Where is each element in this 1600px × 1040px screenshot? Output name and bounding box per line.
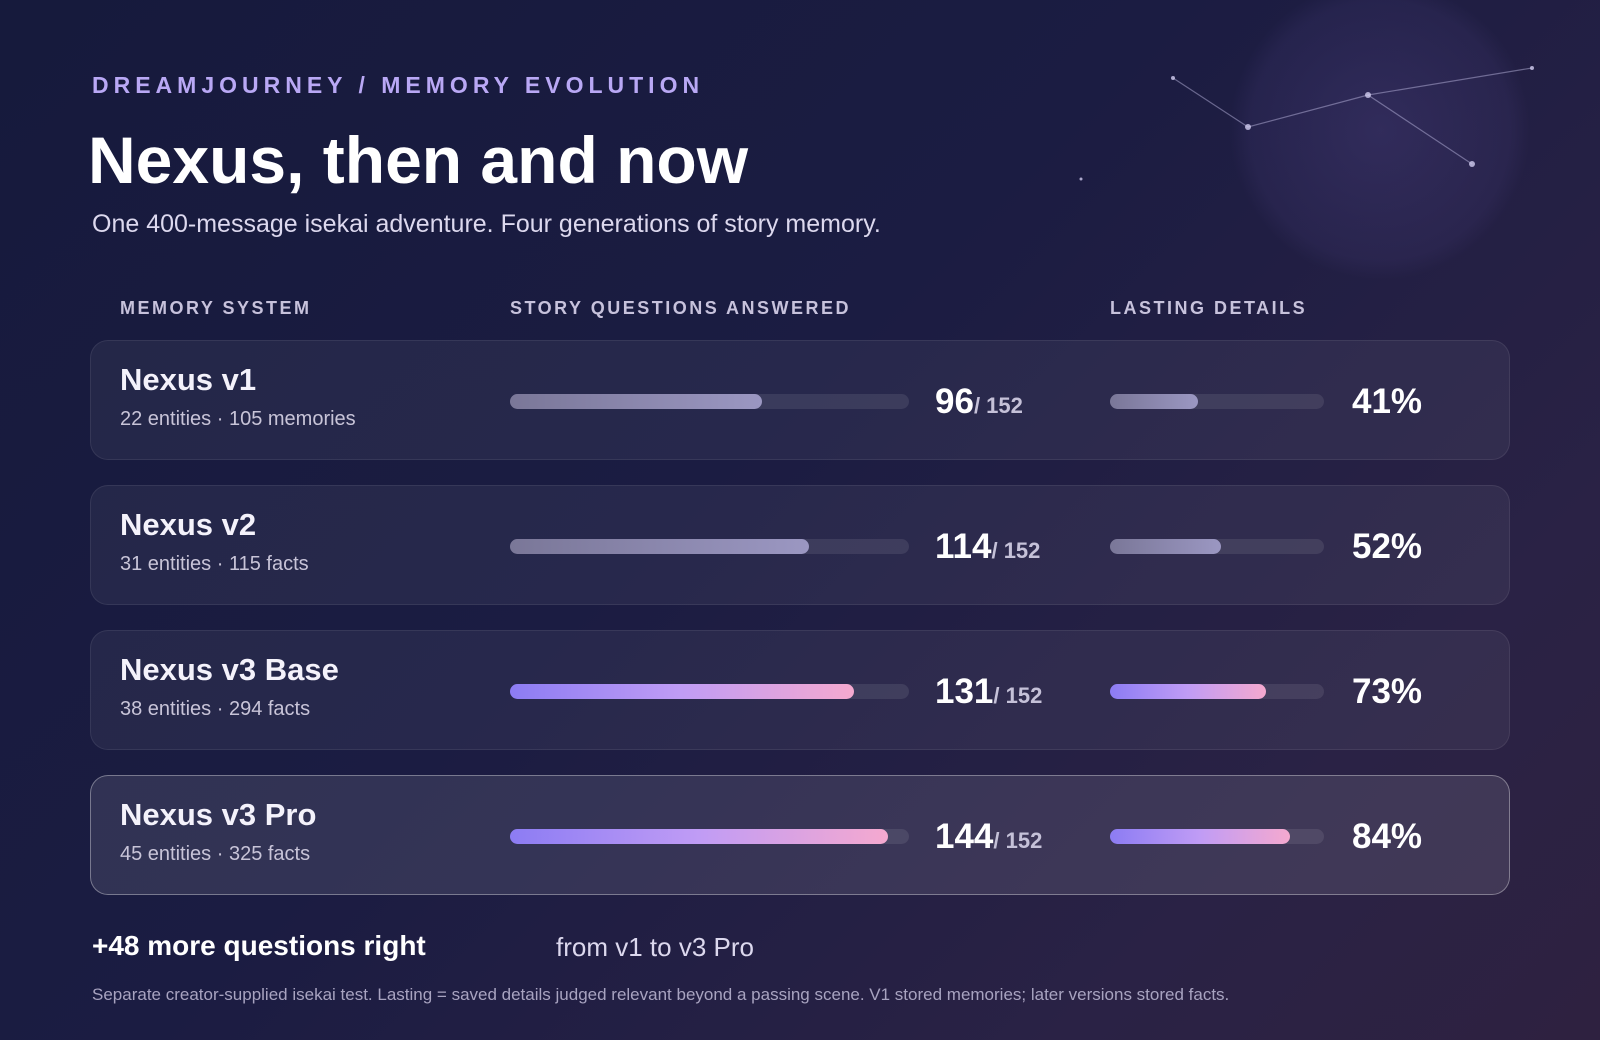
questions-total: / 152 (993, 828, 1043, 853)
system-details: 31 entities · 115 facts (120, 553, 309, 575)
system-name: Nexus v2 (120, 507, 257, 542)
lasting-bar (1110, 829, 1290, 844)
system-details: 22 entities · 105 memories (120, 408, 356, 430)
questions-bar (510, 829, 888, 844)
questions-score: 131/ 152 (935, 672, 1043, 711)
lasting-label: 52% (1352, 527, 1423, 566)
summary-headline: +48 more questions right (92, 930, 426, 961)
eyebrow: DREAMJOURNEY / MEMORY EVOLUTION (92, 72, 705, 98)
column-header: LASTING DETAILS (1110, 298, 1308, 318)
lasting-label: 41% (1352, 382, 1423, 421)
questions-total: / 152 (973, 393, 1023, 418)
system-name: Nexus v3 Pro (120, 797, 317, 832)
row-card (90, 340, 1510, 460)
subtitle: One 400-message isekai adventure. Four g… (92, 210, 881, 238)
lasting-label: 84% (1352, 817, 1423, 856)
summary-context: from v1 to v3 Pro (556, 932, 754, 962)
questions-total: / 152 (991, 538, 1041, 563)
questions-score: 114/ 152 (935, 527, 1041, 566)
footnote: Separate creator-supplied isekai test. L… (92, 985, 1230, 1004)
title: Nexus, then and now (88, 123, 749, 197)
questions-bar (510, 539, 810, 554)
lasting-label: 73% (1352, 672, 1423, 711)
column-header: MEMORY SYSTEM (120, 298, 312, 318)
lasting-bar (1110, 539, 1222, 554)
lasting-bar (1110, 394, 1198, 409)
lasting-bar (1110, 684, 1267, 699)
system-details: 38 entities · 294 facts (120, 698, 311, 720)
questions-score: 144/ 152 (935, 817, 1043, 856)
column-header: STORY QUESTIONS ANSWERED (510, 298, 852, 318)
system-name: Nexus v3 Base (120, 652, 339, 687)
questions-total: / 152 (993, 683, 1043, 708)
questions-bar (510, 684, 854, 699)
system-name: Nexus v1 (120, 362, 257, 397)
questions-score: 96/ 152 (935, 382, 1023, 421)
system-details: 45 entities · 325 facts (120, 843, 311, 865)
questions-bar (510, 394, 762, 409)
